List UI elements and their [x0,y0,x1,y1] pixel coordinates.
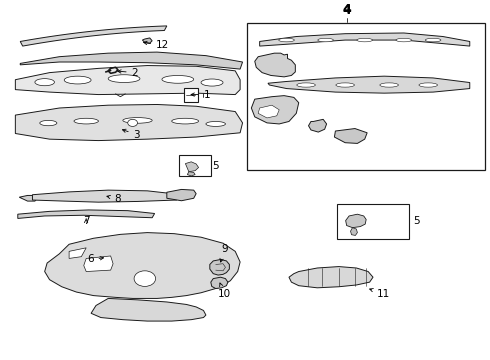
Polygon shape [20,52,243,69]
Ellipse shape [396,38,412,42]
Polygon shape [15,104,243,140]
Text: 2: 2 [118,68,138,78]
Ellipse shape [357,38,372,42]
Polygon shape [32,190,179,202]
Ellipse shape [201,79,223,86]
Polygon shape [345,214,366,228]
Polygon shape [69,248,86,258]
Polygon shape [260,33,470,46]
Text: 4: 4 [343,4,351,17]
Polygon shape [143,38,152,43]
Text: 7: 7 [83,216,89,226]
Polygon shape [251,96,299,124]
Ellipse shape [74,118,98,124]
Bar [337,203,409,239]
Polygon shape [45,233,240,298]
Polygon shape [91,298,206,321]
Ellipse shape [64,76,91,84]
Ellipse shape [380,83,398,87]
Ellipse shape [425,38,441,42]
Polygon shape [18,210,155,219]
Polygon shape [268,76,470,93]
Polygon shape [350,228,357,235]
Ellipse shape [40,120,57,126]
Circle shape [134,271,156,287]
Ellipse shape [162,76,194,83]
Polygon shape [19,195,37,201]
Text: 6: 6 [87,255,103,265]
Text: 10: 10 [218,283,231,299]
Circle shape [128,120,138,126]
Text: 12: 12 [144,40,170,50]
Ellipse shape [297,83,316,87]
Text: 8: 8 [107,194,121,204]
Polygon shape [255,53,295,77]
Ellipse shape [318,38,333,42]
Text: 9: 9 [220,244,228,262]
Text: 11: 11 [369,289,390,299]
Ellipse shape [336,83,354,87]
Ellipse shape [108,75,140,82]
Polygon shape [84,256,113,271]
Text: 3: 3 [122,129,140,140]
Polygon shape [167,189,196,201]
Polygon shape [289,266,373,288]
Bar [247,23,486,170]
Polygon shape [187,172,195,176]
Polygon shape [258,105,279,118]
Bar [184,88,197,102]
Polygon shape [334,129,367,143]
Polygon shape [15,66,240,95]
Text: 4: 4 [343,3,351,16]
Polygon shape [210,260,229,275]
Ellipse shape [123,118,152,123]
Text: 5: 5 [413,216,420,226]
Polygon shape [185,162,198,172]
Text: 5: 5 [212,161,219,171]
Text: 1: 1 [191,90,210,100]
Ellipse shape [279,38,294,42]
Ellipse shape [419,83,438,87]
Polygon shape [211,277,228,288]
Polygon shape [309,120,327,132]
Bar [179,156,211,176]
Ellipse shape [172,118,198,124]
Ellipse shape [206,121,225,126]
Polygon shape [20,26,167,46]
Ellipse shape [35,78,54,86]
